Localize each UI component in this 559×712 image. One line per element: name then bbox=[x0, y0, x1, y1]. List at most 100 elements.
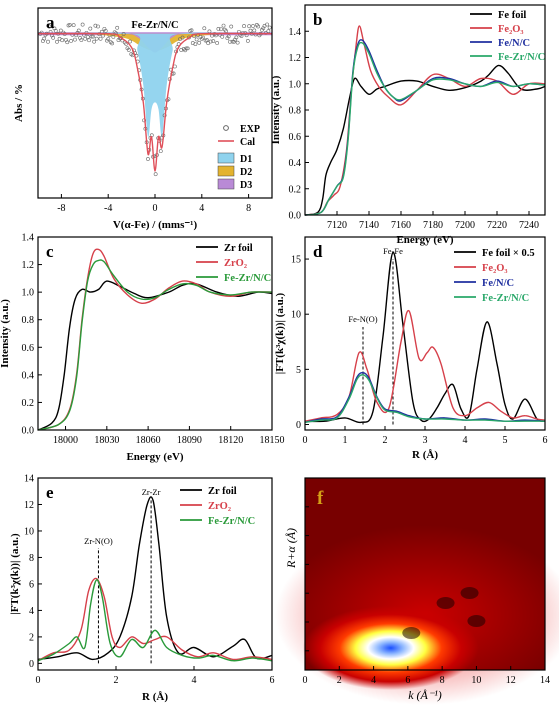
exp-point bbox=[46, 39, 50, 44]
legend-entry-fe-n-c: Fe/N/C bbox=[482, 278, 514, 289]
x-tick-label: 7200 bbox=[455, 220, 475, 231]
x-tick-label: 0 bbox=[303, 675, 308, 686]
series-line-zro bbox=[37, 577, 273, 662]
x-axis-label: R (Å) bbox=[142, 691, 168, 703]
x-tick-label: 7120 bbox=[327, 220, 347, 231]
y-tick-label: 8 bbox=[29, 553, 34, 564]
series-line-fe-n-c bbox=[304, 39, 546, 216]
chart-title: Fe-Zr/N/C bbox=[131, 20, 178, 31]
exp-point bbox=[110, 41, 114, 46]
series-line-fe-zr-n-c bbox=[37, 579, 273, 662]
panel-b: b 7120 7140 7160 7180 7200 7220 7240 0.0 0.2 0.4 0.… bbox=[270, 4, 546, 246]
x-tick-label: 6 bbox=[543, 435, 548, 446]
legend-entry-fe-foil: Fe foil bbox=[498, 10, 526, 21]
exp-point bbox=[93, 23, 98, 28]
series-line-cal bbox=[37, 32, 273, 172]
x-tick-label: 0 bbox=[36, 675, 41, 686]
exp-point bbox=[60, 38, 65, 43]
x-tick-label: 18120 bbox=[218, 435, 243, 446]
x-tick-label: 4 bbox=[371, 675, 376, 686]
panel-label: e bbox=[46, 483, 54, 502]
exp-point bbox=[263, 30, 268, 35]
y-tick-label: 12 bbox=[24, 500, 34, 511]
exp-point bbox=[115, 25, 120, 30]
heatmap-dark-spot bbox=[467, 615, 486, 627]
exp-point bbox=[126, 48, 131, 52]
legend-swatch-d1 bbox=[217, 152, 235, 164]
y-tick-label: 15 bbox=[291, 255, 301, 266]
exp-point bbox=[111, 35, 116, 39]
y-tick-label: 0.8 bbox=[22, 315, 35, 326]
x-tick-label: 3 bbox=[423, 435, 428, 446]
exp-point bbox=[106, 37, 111, 41]
exp-point bbox=[146, 157, 150, 161]
x-tick-label: 18000 bbox=[53, 435, 78, 446]
x-axis-label: Energy (eV) bbox=[396, 234, 453, 246]
exp-point bbox=[235, 40, 240, 45]
legend-entry-zro: ZrO₂ bbox=[224, 258, 247, 269]
exp-point bbox=[216, 26, 221, 31]
series-line-fe-zr-n-c bbox=[304, 374, 545, 423]
panel-label: b bbox=[313, 10, 322, 29]
y-tick-label: 0 bbox=[29, 659, 34, 670]
y-tick-label: 0.0 bbox=[289, 211, 302, 222]
x-tick-label: 4 bbox=[463, 435, 468, 446]
exp-point bbox=[55, 39, 59, 44]
exp-point bbox=[247, 24, 252, 29]
exp-point bbox=[242, 24, 246, 28]
exp-point bbox=[98, 36, 103, 41]
y-tick-label: 0.4 bbox=[289, 158, 302, 169]
x-tick-label: 18060 bbox=[136, 435, 161, 446]
legend-swatch-exp bbox=[223, 125, 229, 131]
x-tick-label: 0 bbox=[153, 203, 158, 214]
exp-point bbox=[245, 39, 250, 43]
exp-point bbox=[69, 39, 73, 43]
exp-point bbox=[252, 28, 257, 33]
legend-entry-fe-o: Fe₂O₃ bbox=[498, 24, 524, 35]
x-tick-label: 6 bbox=[405, 675, 410, 686]
y-tick-label: 0.0 bbox=[22, 426, 35, 437]
exp-point bbox=[215, 41, 220, 45]
x-tick-label: 7180 bbox=[423, 220, 443, 231]
y-tick-label: 2 bbox=[29, 632, 34, 643]
x-tick-label: 10 bbox=[471, 675, 481, 686]
annotation-fe-n: Fe-N(O) bbox=[348, 314, 377, 324]
exp-point bbox=[265, 22, 269, 27]
exp-point bbox=[85, 35, 90, 39]
x-tick-label: 7240 bbox=[519, 220, 539, 231]
exp-point bbox=[224, 29, 229, 34]
exp-point bbox=[158, 149, 163, 154]
x-tick-label: -8 bbox=[57, 203, 65, 214]
panel-c: c 18000 18030 18060 18090 18120 18150 0.0 0.2 0.4… bbox=[0, 233, 285, 464]
x-tick-label: 2 bbox=[383, 435, 388, 446]
exp-point bbox=[47, 24, 52, 29]
y-axis-label: Intensity (a.u.) bbox=[270, 75, 282, 144]
legend-entry-fe-zr-n-c: Fe-Zr/N/C bbox=[208, 516, 255, 527]
x-tick-label: 2 bbox=[337, 675, 342, 686]
exp-point bbox=[211, 39, 216, 44]
legend-swatch-d3 bbox=[217, 178, 235, 190]
x-axis-label: R (Å) bbox=[412, 449, 438, 461]
exp-point bbox=[42, 36, 47, 41]
exp-point bbox=[229, 24, 234, 29]
axes-frame bbox=[37, 236, 273, 431]
exp-point bbox=[73, 37, 77, 42]
series-line-fe-o bbox=[304, 310, 546, 422]
exp-point bbox=[184, 46, 189, 51]
exp-point bbox=[97, 32, 102, 37]
x-tick-label: 1 bbox=[343, 435, 348, 446]
series-line-zr-foil bbox=[37, 280, 273, 431]
exp-point bbox=[65, 40, 70, 45]
y-tick-label: 0.2 bbox=[22, 398, 35, 409]
exp-point bbox=[234, 35, 239, 40]
exp-point bbox=[121, 32, 126, 36]
series-line-fe-foil bbox=[304, 64, 546, 216]
y-tick-label: 14 bbox=[24, 474, 34, 485]
y-tick-label: 1.2 bbox=[22, 260, 35, 271]
y-tick-label: 0.6 bbox=[22, 343, 35, 354]
panel-label: a bbox=[46, 13, 55, 32]
legend-entry-cal: Cal bbox=[240, 137, 255, 148]
exp-point bbox=[256, 24, 261, 29]
y-axis-label: Intensity (a.u.) bbox=[0, 299, 11, 368]
exp-point bbox=[204, 38, 209, 42]
